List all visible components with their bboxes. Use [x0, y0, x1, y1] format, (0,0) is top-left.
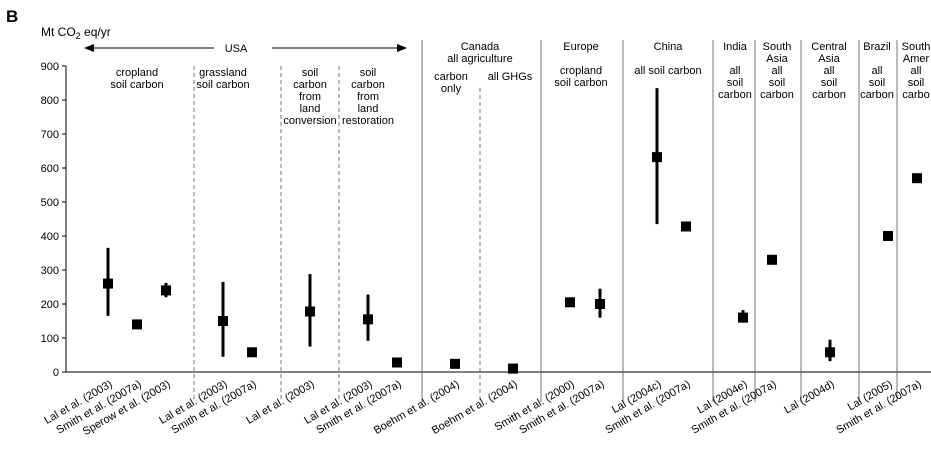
group-label-line: South	[902, 41, 931, 53]
group-label-line: Europe	[563, 41, 598, 53]
group-label-line: Asia	[818, 53, 840, 65]
data-marks	[103, 88, 922, 374]
usa-arrowhead-right	[397, 44, 407, 52]
data-point-marker	[218, 316, 228, 326]
group-label-line: land	[300, 103, 321, 115]
data-point-marker	[595, 299, 605, 309]
canada-header-line: Canada	[461, 41, 500, 53]
group-label-line: all GHGs	[488, 71, 533, 83]
group-label-line: from	[299, 91, 321, 103]
data-point-marker	[450, 358, 460, 369]
group-label-line: carbon	[351, 79, 385, 91]
group-label-line: all	[771, 65, 782, 77]
y-axis: 0 100 200 300 400 500 600 700 800 900	[41, 61, 931, 379]
group-label-line: from	[357, 91, 379, 103]
group-label-line: all soil carbon	[634, 65, 701, 77]
group-label-line: soil carbon	[554, 77, 607, 89]
group-label-line: soil	[908, 77, 925, 89]
y-tick-label: 800	[41, 95, 59, 107]
data-point-marker	[825, 347, 835, 358]
y-tick-label: 500	[41, 197, 59, 209]
y-tick-label: 400	[41, 231, 59, 243]
study-label: Lal (2004d)	[782, 378, 836, 416]
group-dividers	[193, 40, 898, 402]
group-label-line: cropland	[116, 67, 158, 79]
group-label-line: carbo	[902, 89, 930, 101]
data-point-marker	[363, 314, 373, 325]
group-label-line: soil	[727, 77, 744, 89]
group-label-line: soil	[302, 67, 319, 79]
group-label-line: soil	[821, 77, 838, 89]
data-point-marker	[738, 312, 748, 323]
group-label-line: soil carbon	[196, 79, 249, 91]
group-label-line: China	[654, 41, 684, 53]
group-label-line: all	[729, 65, 740, 77]
group-label-line: soil carbon	[110, 79, 163, 91]
group-label-line: grassland	[199, 67, 247, 79]
data-point-marker	[305, 306, 315, 317]
y-tick-label: 300	[41, 265, 59, 277]
group-label-line: India	[723, 41, 748, 53]
group-label-line: land	[358, 103, 379, 115]
data-point-marker	[161, 285, 171, 296]
x-axis-study-labels: Lal et al. (2003)Smith et al. (2007a)Spe…	[42, 378, 923, 438]
group-label-line: carbon	[434, 71, 468, 83]
group-label-line: conversion	[283, 115, 336, 127]
data-point-marker	[912, 173, 922, 184]
data-point-marker	[652, 152, 662, 163]
y-axis-unit-label: Mt CO2 eq/yr	[41, 25, 111, 41]
y-tick-label: 0	[53, 367, 59, 379]
group-label-line: carbon	[760, 89, 794, 101]
y-tick-label: 900	[41, 61, 59, 73]
group-label-line: Central	[811, 41, 846, 53]
group-label-line: all	[871, 65, 882, 77]
group-label-line: soil	[360, 67, 377, 79]
group-label-line: carbon	[860, 89, 894, 101]
group-label-line: restoration	[342, 115, 394, 127]
data-point-marker	[565, 297, 575, 308]
group-label-line: Brazil	[863, 41, 891, 53]
y-tick-label: 100	[41, 333, 59, 345]
group-label-line: all	[823, 65, 834, 77]
data-point-marker	[247, 347, 257, 358]
group-label-line: carbon	[718, 89, 752, 101]
data-point-marker	[392, 357, 402, 368]
data-point-marker	[103, 278, 113, 289]
group-label-line: all	[910, 65, 921, 77]
data-point-marker	[132, 319, 142, 330]
data-point-marker	[681, 221, 691, 232]
y-tick-label: 700	[41, 129, 59, 141]
usa-arrowhead-left	[84, 44, 94, 52]
y-tick-label: 200	[41, 299, 59, 311]
data-point-marker	[508, 363, 518, 374]
group-label-line: soil	[869, 77, 886, 89]
group-label-line: South	[763, 41, 792, 53]
group-label-line: Asia	[766, 53, 788, 65]
group-label-line: Amer	[903, 53, 930, 65]
group-label-line: soil	[769, 77, 786, 89]
data-point-marker	[883, 231, 893, 241]
group-label-line: cropland	[560, 65, 602, 77]
canada-header-line: all agriculture	[447, 53, 512, 65]
group-label-line: carbon	[812, 89, 846, 101]
group-label-line: carbon	[293, 79, 327, 91]
y-tick-label: 600	[41, 163, 59, 175]
usa-header: USA	[225, 43, 248, 55]
data-point-marker	[767, 254, 777, 265]
group-label-line: only	[441, 83, 462, 95]
panel-letter: B	[6, 7, 18, 26]
